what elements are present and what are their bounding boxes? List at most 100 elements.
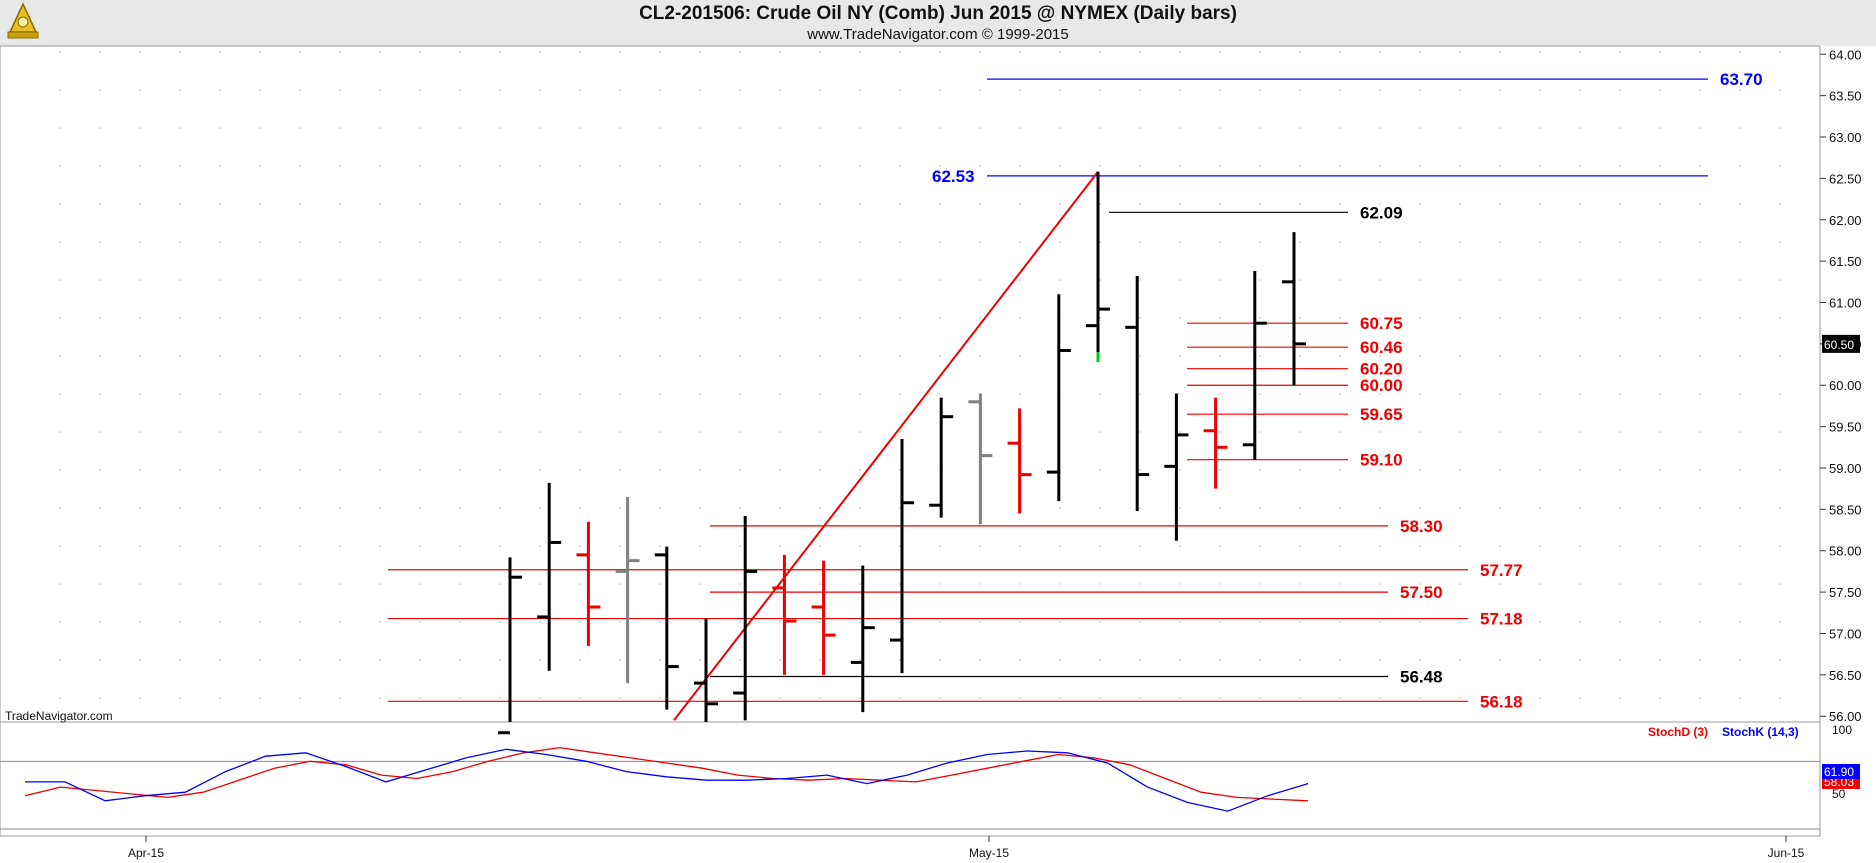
grid-dot: [859, 279, 861, 281]
grid-dot: [459, 507, 461, 509]
y-tick-label: 63.00: [1829, 130, 1862, 145]
grid-dot: [1579, 317, 1581, 319]
grid-dot: [699, 241, 701, 243]
grid-dot: [1219, 431, 1221, 433]
grid-dot: [379, 241, 381, 243]
y-tick-label: 56.50: [1829, 668, 1862, 683]
grid-dot: [979, 127, 981, 129]
grid-dot: [1539, 317, 1541, 319]
grid-dot: [1779, 51, 1781, 53]
grid-dot: [299, 431, 301, 433]
grid-dot: [379, 279, 381, 281]
grid-dot: [1099, 507, 1101, 509]
grid-dot: [1379, 545, 1381, 547]
grid-dot: [139, 621, 141, 623]
y-tick-label: 60.00: [1829, 378, 1862, 393]
grid-dot: [539, 165, 541, 167]
ohlc-bar: [890, 439, 914, 674]
osc-series-line: [25, 748, 1309, 812]
grid-dot: [1259, 545, 1261, 547]
grid-dot: [459, 583, 461, 585]
grid-dot: [1739, 165, 1741, 167]
grid-dot: [459, 469, 461, 471]
grid-dot: [699, 469, 701, 471]
grid-dot: [419, 203, 421, 205]
ohlc-bar: [929, 397, 954, 518]
grid-dot: [579, 659, 581, 661]
grid-dot: [1299, 165, 1301, 167]
grid-dot: [59, 469, 61, 471]
grid-dot: [259, 355, 261, 357]
grid-dot: [1379, 317, 1381, 319]
grid-dot: [499, 355, 501, 357]
grid-dot: [1379, 621, 1381, 623]
grid-dot: [979, 697, 981, 699]
grid-dot: [939, 89, 941, 91]
grid-dot: [59, 431, 61, 433]
grid-dot: [579, 469, 581, 471]
grid-dot: [1779, 127, 1781, 129]
grid-dot: [1579, 127, 1581, 129]
grid-dot: [739, 545, 741, 547]
grid-dot: [1259, 697, 1261, 699]
grid-dot: [1659, 355, 1661, 357]
grid-dot: [1539, 469, 1541, 471]
grid-dot: [1539, 203, 1541, 205]
grid-dot: [1579, 583, 1581, 585]
grid-dot: [899, 431, 901, 433]
grid-dot: [1579, 203, 1581, 205]
grid-dot: [339, 659, 341, 661]
grid-dot: [1539, 659, 1541, 661]
grid-dot: [1659, 469, 1661, 471]
grid-dot: [1739, 279, 1741, 281]
grid-dot: [379, 317, 381, 319]
grid-dot: [259, 469, 261, 471]
grid-dot: [1539, 431, 1541, 433]
grid-dot: [1499, 165, 1501, 167]
grid-dot: [819, 469, 821, 471]
grid-dot: [179, 355, 181, 357]
grid-dot: [379, 431, 381, 433]
grid-dot: [299, 279, 301, 281]
grid-dot: [859, 621, 861, 623]
grid-dot: [739, 393, 741, 395]
grid-dot: [1139, 127, 1141, 129]
grid-dot: [1619, 165, 1621, 167]
grid-dot: [899, 507, 901, 509]
grid-dot: [1459, 279, 1461, 281]
grid-dot: [619, 507, 621, 509]
grid-dot: [1459, 393, 1461, 395]
grid-dot: [1499, 241, 1501, 243]
last-price-label: 60.50: [1824, 338, 1854, 352]
grid-dot: [1099, 469, 1101, 471]
grid-dot: [779, 697, 781, 699]
grid-dot: [139, 279, 141, 281]
grid-dot: [1379, 507, 1381, 509]
grid-dot: [779, 317, 781, 319]
grid-dot: [1499, 697, 1501, 699]
grid-dot: [1339, 89, 1341, 91]
grid-dot: [1619, 393, 1621, 395]
grid-dot: [419, 659, 421, 661]
grid-dot: [1019, 279, 1021, 281]
grid-dot: [659, 659, 661, 661]
chart-header: [0, 0, 1876, 46]
grid-dot: [1179, 507, 1181, 509]
grid-dot: [1339, 697, 1341, 699]
grid-dot: [1539, 127, 1541, 129]
grid-dot: [899, 697, 901, 699]
grid-dot: [499, 507, 501, 509]
grid-dot: [899, 127, 901, 129]
grid-dot: [899, 165, 901, 167]
grid-dot: [739, 659, 741, 661]
grid-dot: [1379, 697, 1381, 699]
grid-dot: [1219, 203, 1221, 205]
ohlc-bar: [498, 557, 522, 735]
osc-tick-label: 50: [1832, 787, 1846, 801]
grid-dot: [699, 621, 701, 623]
grid-dot: [499, 659, 501, 661]
grid-dot: [1739, 697, 1741, 699]
grid-dot: [619, 355, 621, 357]
